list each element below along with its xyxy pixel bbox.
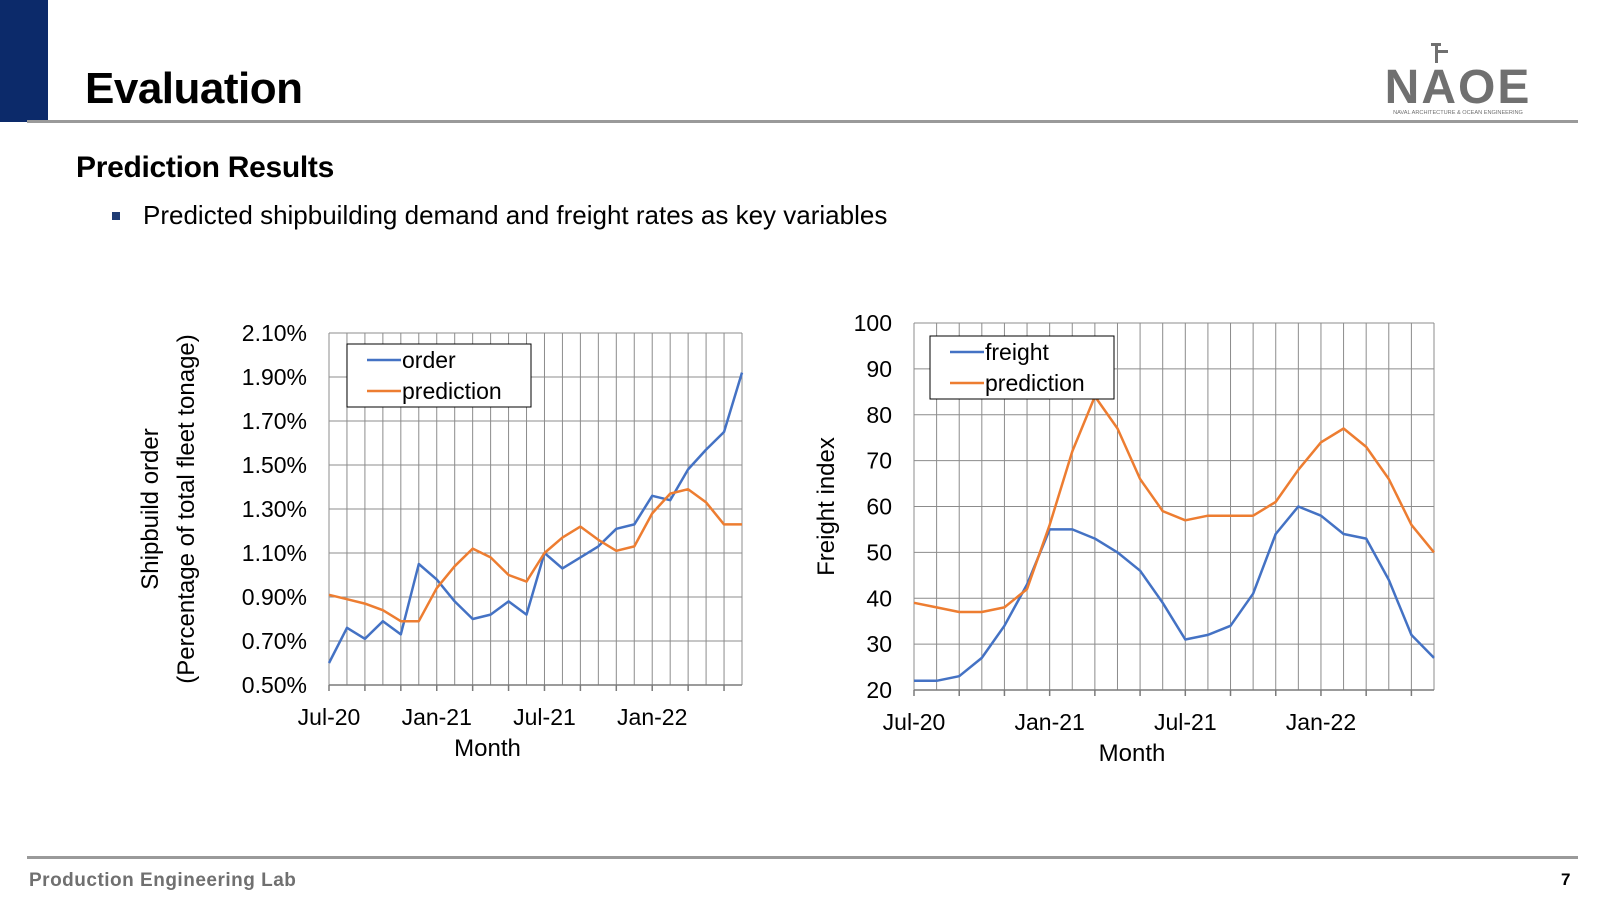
- legend-box: [346, 343, 532, 408]
- legend-label-prediction: prediction: [402, 378, 502, 404]
- accent-bar: [0, 0, 48, 122]
- y-tick-label: 0.70%: [242, 628, 307, 654]
- x-tick-label: Jul-20: [298, 704, 361, 730]
- x-tick-label: Jul-21: [1154, 709, 1217, 735]
- x-tick-label: Jul-21: [513, 704, 576, 730]
- y-tick-label: 1.70%: [242, 408, 307, 434]
- x-tick-label: Jul-20: [883, 709, 946, 735]
- legend-box: [929, 335, 1115, 400]
- page-number: 7: [1561, 870, 1571, 889]
- bullet-item: Predicted shipbuilding demand and freigh…: [112, 200, 887, 231]
- footer-lab-name: Production Engineering Lab: [29, 870, 297, 891]
- y-tick-label: 0.90%: [242, 584, 307, 610]
- y-tick-label: 0.50%: [242, 672, 307, 698]
- y-tick-label: 80: [866, 402, 892, 428]
- order-chart-svg: 0.50% 0.70% 0.90% 1.10% 1.30% 1.50% 1.70% 1.90%…: [137, 320, 744, 762]
- x-tick-label: Jan-21: [1014, 709, 1084, 735]
- y-axis-title: Shipbuild order: [137, 428, 164, 589]
- bullet-text: Predicted shipbuilding demand and freigh…: [143, 200, 888, 230]
- y-tick-label: 30: [866, 631, 892, 657]
- y-tick-label: 1.90%: [242, 364, 307, 390]
- x-axis-title: Month: [1099, 740, 1166, 767]
- y-tick-label: 1.50%: [242, 452, 307, 478]
- series-line-freight: [914, 505, 1435, 683]
- footer-divider: [27, 856, 1578, 859]
- legend-label-freight: freight: [985, 339, 1050, 365]
- logo-subtitle: NAVAL ARCHITECTURE & OCEAN ENGINEERING: [1393, 110, 1523, 116]
- y-tick-label: 40: [866, 585, 892, 611]
- y-tick-label: 50: [866, 539, 892, 565]
- series-line-prediction: [328, 487, 742, 623]
- freight-chart-svg: 20 30 40 50 60 70 80 90 100 Jul-20 Jan-21 Jul-21 Jan…: [813, 310, 1435, 767]
- legend-label-prediction: prediction: [985, 370, 1085, 396]
- y-tick-label: 60: [866, 494, 892, 520]
- series-line-order: [327, 372, 744, 664]
- section-heading: Prediction Results: [76, 151, 334, 184]
- bullet-square-icon: [112, 211, 120, 220]
- naoe-logo-graphic: NAOE NAVAL ARCHITECTURE & OCEAN ENGINEER…: [1385, 43, 1532, 116]
- x-axis-title: Month: [454, 735, 521, 762]
- y-tick-label: 70: [866, 448, 892, 474]
- y-tick-label: 1.10%: [242, 540, 307, 566]
- slide-title: Evaluation: [85, 64, 303, 113]
- y-axis-title: Freight index: [813, 437, 840, 576]
- naoe-logo: NAOE NAVAL ARCHITECTURE & OCEAN ENGINEER…: [1378, 42, 1538, 120]
- legend-label-order: order: [402, 347, 456, 373]
- y-tick-label: 1.30%: [242, 496, 307, 522]
- y-tick-label: 20: [866, 677, 892, 703]
- logo-wordmark: NAOE: [1385, 61, 1532, 114]
- y-axis-title: (Percentage of total fleet tonage): [173, 334, 200, 684]
- y-tick-label: 100: [854, 310, 892, 336]
- x-tick-label: Jan-22: [617, 704, 687, 730]
- title-divider: [27, 120, 1578, 123]
- order-chart: 0.50% 0.70% 0.90% 1.10% 1.30% 1.50% 1.70% 1.90%…: [120, 300, 770, 780]
- x-tick-label: Jan-22: [1286, 709, 1356, 735]
- y-tick-label: 2.10%: [242, 320, 307, 346]
- y-tick-label: 90: [866, 356, 892, 382]
- x-tick-label: Jan-21: [402, 704, 472, 730]
- freight-chart: 20 30 40 50 60 70 80 90 100 Jul-20 Jan-21 Jul-21 Jan…: [800, 300, 1470, 780]
- series-line-prediction: [913, 395, 1435, 614]
